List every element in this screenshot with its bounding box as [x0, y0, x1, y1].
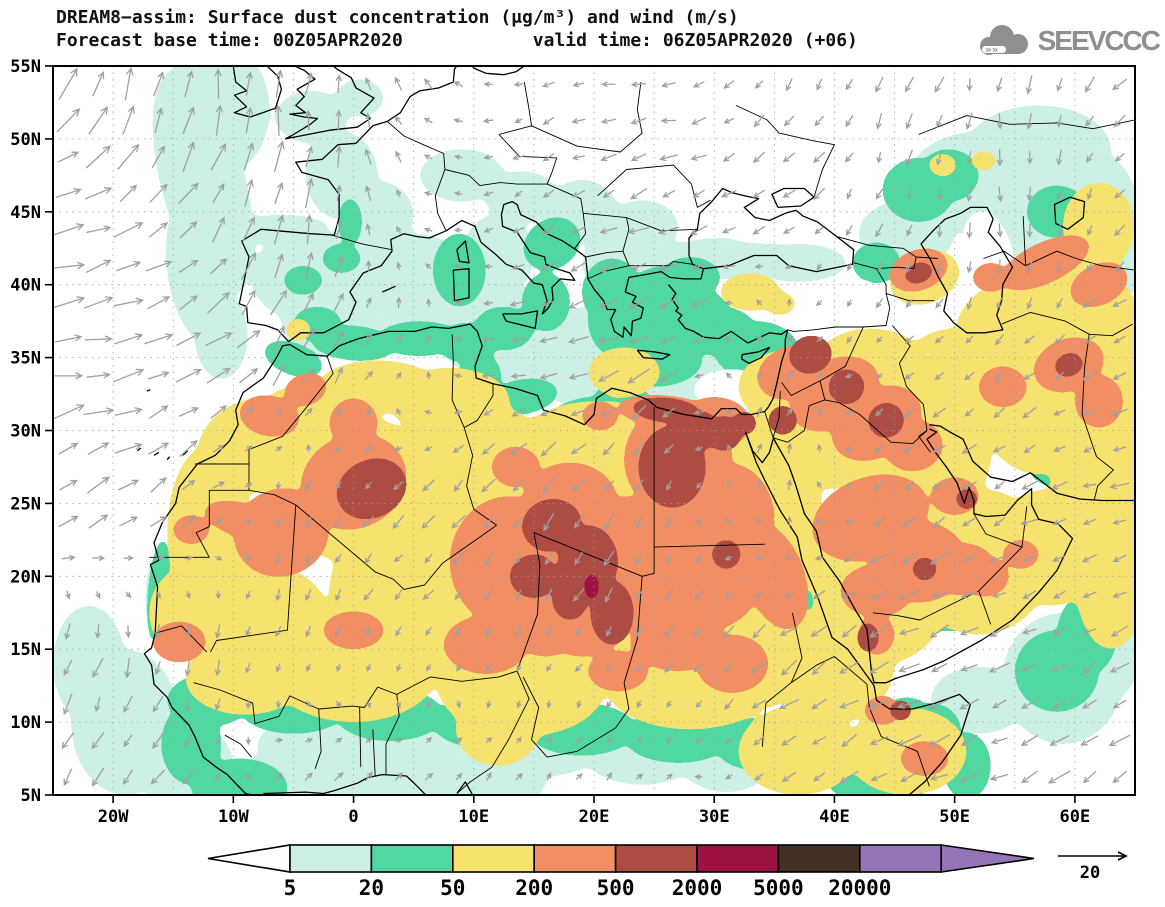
dust-layer-6	[584, 574, 599, 599]
y-tick-label: 25N	[10, 494, 41, 514]
y-tick-label: 55N	[10, 57, 41, 77]
page-subtitle: Forecast base time: 00Z05APR2020 valid ti…	[56, 30, 858, 51]
y-tick-label: 5N	[21, 786, 41, 806]
page-title: DREAM8−assim: Surface dust concentration…	[56, 7, 739, 28]
valid-time: valid time: 06Z05APR2020 (+06)	[532, 30, 858, 51]
colorbar-level-label: 50	[440, 876, 465, 900]
x-tick-label: 20E	[579, 807, 610, 827]
x-tick-label: 60E	[1060, 807, 1091, 827]
colorbar-level-label: 5	[284, 876, 297, 900]
y-tick-label: 15N	[10, 640, 41, 660]
y-tick-label: 50N	[10, 130, 41, 150]
y-tick-label: 45N	[10, 203, 41, 223]
y-tick-label: 35N	[10, 349, 41, 369]
logo-text: SEEVCCC	[1037, 25, 1161, 56]
y-tick-label: 10N	[10, 713, 41, 733]
svg-text:»»: »»	[985, 43, 998, 56]
colorbar-level-label: 20000	[828, 876, 891, 900]
wind-arrows	[53, 66, 1131, 787]
colorbar-level-label: 200	[515, 876, 553, 900]
dust-layer-4	[152, 235, 1128, 777]
x-tick-label: 10W	[218, 807, 249, 827]
colorbar-level-label: 500	[597, 876, 635, 900]
colorbar-level-label: 5000	[753, 876, 804, 900]
coastlines	[136, 66, 1135, 795]
y-tick-label: 30N	[10, 422, 41, 442]
x-tick-label: 20W	[98, 807, 129, 827]
cloud-icon: »»	[979, 25, 1028, 56]
x-tick-label: 0	[348, 807, 358, 827]
wind-reference-value: 20	[1080, 863, 1100, 883]
wind-reference: 20	[1058, 851, 1128, 883]
seevccc-logo: »» SEEVCCC	[974, 20, 1161, 62]
colorbar-level-label: 2000	[672, 876, 723, 900]
x-tick-label: 30E	[699, 807, 730, 827]
x-tick-label: 10E	[458, 807, 489, 827]
colorbar-level-label: 20	[359, 876, 384, 900]
axes: 55N 50N 45N 40N 35N 30N 25N 20N 15N 10N 5N 20W 10W 0 1…	[10, 57, 1090, 827]
forecast-base-time: Forecast base time: 00Z05APR2020	[56, 30, 403, 51]
y-tick-label: 40N	[10, 276, 41, 296]
colorbar-legend: 5 20 50 200 500 2000 5000 20000	[207, 844, 1035, 900]
x-tick-label: 40E	[819, 807, 850, 827]
country-borders	[149, 81, 1135, 794]
y-tick-label: 20N	[10, 567, 41, 587]
x-tick-label: 50E	[939, 807, 970, 827]
